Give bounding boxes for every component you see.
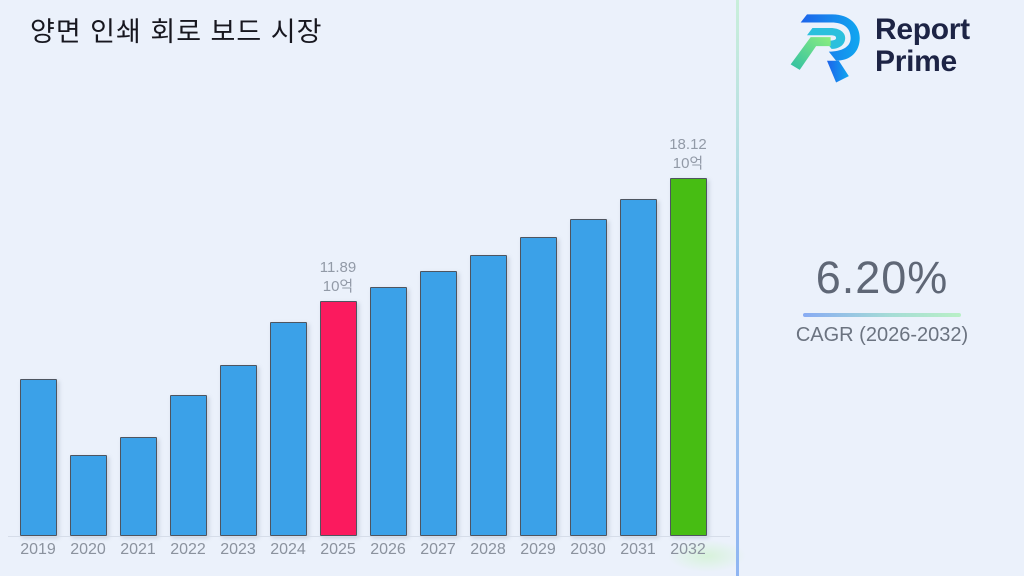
bar-cell: [613, 178, 663, 536]
bar-2029: [519, 237, 557, 536]
x-tick-label: 2022: [170, 541, 206, 558]
x-tick-label: 2027: [420, 541, 456, 558]
x-tick-label: 2029: [520, 541, 556, 558]
bar-value-text: 18.12: [669, 136, 707, 153]
watermark-smudge: [668, 540, 746, 572]
cagr-label: CAGR (2026-2032): [795, 324, 969, 346]
bar-2021: [119, 437, 157, 536]
bar-2024: [269, 322, 307, 536]
x-tick-label: 2023: [220, 541, 256, 558]
cagr-value: 6.20%: [815, 252, 949, 303]
bar-2025: [319, 301, 357, 536]
page-title: 양면 인쇄 회로 보드 시장: [30, 17, 323, 47]
bar-cell: [463, 178, 513, 536]
x-tick-label: 2026: [370, 541, 406, 558]
bar-unit-text: 10억: [672, 155, 704, 172]
bar-unit-text: 10억: [322, 278, 354, 296]
bar-cell: [413, 178, 463, 536]
bar-cell: [263, 178, 313, 536]
bar-2020: [69, 455, 107, 536]
bar-value-text: 11.89: [319, 259, 357, 277]
bar-cell: [213, 178, 263, 536]
logo-blue-leg: [827, 60, 849, 83]
bar-cell: [63, 178, 113, 536]
x-tick-label: 2030: [570, 541, 606, 558]
x-tick-label: 2032: [670, 541, 706, 558]
bar-value-label: 18.12 10억: [669, 135, 707, 173]
x-axis-line: [8, 536, 730, 537]
x-tick-label: 2020: [70, 541, 106, 558]
bar-2019: [19, 378, 57, 536]
bar-2031: [619, 198, 657, 536]
bar-2032: [669, 178, 707, 536]
bar-2027: [419, 271, 457, 536]
x-axis-labels: 2019 2020 2021 2022 2023 2024 2025 2026 2027 2028…: [13, 541, 713, 559]
cagr-block: 6.20% CAGR (2026-2032): [740, 252, 1024, 347]
report-prime-logo-icon: [790, 14, 860, 83]
x-tick-label: 2019: [20, 541, 56, 558]
x-tick-label: 2025: [320, 541, 356, 558]
bar-cell: [563, 178, 613, 536]
bar-cell: 18.12 10억: [663, 136, 713, 536]
bar-2030: [569, 218, 607, 536]
vertical-divider: [736, 0, 739, 576]
bar-2028: [469, 254, 507, 536]
bar-2026: [369, 286, 407, 536]
x-tick-label: 2024: [270, 541, 306, 558]
bar-cell: [13, 178, 63, 536]
bar-cell: [113, 178, 163, 536]
bar-2023: [219, 364, 257, 536]
brand-name: Report Prime: [875, 14, 970, 78]
bar-cell: [513, 178, 563, 536]
bar-cell: [163, 178, 213, 536]
bar-value-label: 11.89 10억: [320, 258, 356, 296]
brand-name-line2: Prime: [875, 45, 957, 78]
x-tick-label: 2031: [620, 541, 656, 558]
x-tick-label: 2021: [120, 541, 156, 558]
logo-green-stroke: [790, 37, 831, 70]
bar-chart: 11.89 10억 18.12 10억: [13, 136, 713, 536]
bar-2022: [169, 394, 207, 536]
bar-cell: 11.89 10억: [313, 178, 363, 536]
x-tick-label: 2028: [470, 541, 506, 558]
logo-cyan-bowl: [807, 28, 846, 49]
logo-blue-bowl: [800, 14, 860, 61]
bar-cell: [363, 178, 413, 536]
brand-name-line1: Report: [875, 13, 970, 46]
cagr-underline: [803, 313, 961, 317]
